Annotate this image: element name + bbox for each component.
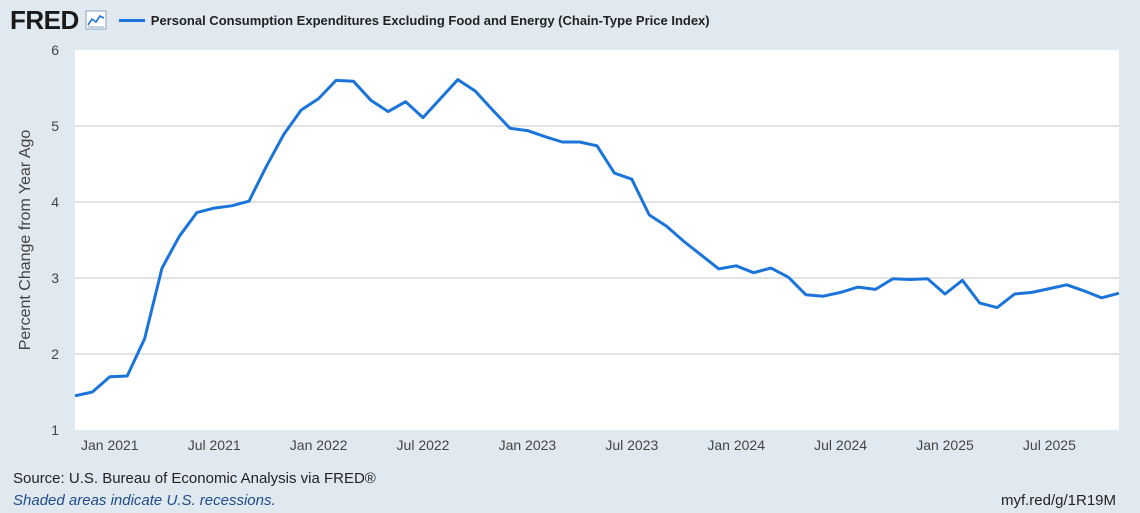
y-axis-ticks: 1 2 3 4 5 6	[51, 42, 59, 438]
data-point[interactable]	[123, 372, 131, 380]
chart-header: FRED Personal Consumption Expenditures E…	[10, 6, 710, 34]
x-tick-label: Jul 2023	[605, 437, 658, 453]
fred-logo[interactable]: FRED	[10, 5, 79, 35]
data-point[interactable]	[419, 114, 427, 122]
data-point[interactable]	[349, 77, 357, 85]
data-point[interactable]	[454, 76, 462, 84]
data-point[interactable]	[924, 275, 932, 283]
data-point[interactable]	[1028, 288, 1036, 296]
data-point[interactable]	[889, 275, 897, 283]
legend-label: Personal Consumption Expenditures Exclud…	[150, 12, 710, 28]
data-point[interactable]	[819, 292, 827, 300]
data-point[interactable]	[784, 273, 792, 281]
x-tick-label: Jul 2021	[188, 437, 241, 453]
y-tick-label: 2	[51, 346, 59, 362]
data-point[interactable]	[871, 285, 879, 293]
data-point[interactable]	[158, 264, 166, 272]
x-tick-label: Jan 2025	[916, 437, 974, 453]
data-point[interactable]	[697, 251, 705, 259]
data-point[interactable]	[88, 388, 96, 396]
data-point[interactable]	[1098, 294, 1106, 302]
data-point[interactable]	[1115, 289, 1123, 297]
x-tick-label: Jan 2022	[290, 437, 348, 453]
data-point[interactable]	[541, 133, 549, 141]
y-tick-label: 5	[51, 118, 59, 134]
data-point[interactable]	[837, 288, 845, 296]
data-point[interactable]	[1063, 281, 1071, 289]
data-point[interactable]	[854, 283, 862, 291]
short-link[interactable]: myf.red/g/1R19M	[1000, 492, 1116, 509]
y-tick-label: 6	[51, 42, 59, 58]
y-axis-title: Percent Change from Year Ago	[17, 130, 34, 351]
data-point[interactable]	[1045, 285, 1053, 293]
data-point[interactable]	[315, 95, 323, 103]
y-tick-label: 3	[51, 270, 59, 286]
data-point[interactable]	[280, 130, 288, 138]
data-point[interactable]	[402, 98, 410, 106]
graph-icon	[85, 10, 107, 30]
data-point[interactable]	[715, 265, 723, 273]
data-point[interactable]	[71, 392, 79, 400]
data-point[interactable]	[628, 175, 636, 183]
legend-swatch	[118, 18, 145, 22]
x-tick-label: Jul 2022	[397, 437, 450, 453]
data-point[interactable]	[193, 209, 201, 217]
y-tick-label: 4	[51, 194, 59, 210]
x-tick-label: Jan 2021	[81, 437, 139, 453]
data-point[interactable]	[1080, 287, 1088, 295]
data-point[interactable]	[576, 138, 584, 146]
data-point[interactable]	[523, 127, 531, 135]
data-point[interactable]	[332, 76, 340, 84]
data-point[interactable]	[558, 138, 566, 146]
x-tick-label: Jul 2024	[814, 437, 867, 453]
y-tick-label: 1	[51, 422, 59, 438]
data-point[interactable]	[906, 276, 914, 284]
data-point[interactable]	[506, 124, 514, 132]
data-point[interactable]	[141, 335, 149, 343]
plot-area	[75, 50, 1119, 430]
data-point[interactable]	[941, 290, 949, 298]
data-point[interactable]	[436, 95, 444, 103]
data-point[interactable]	[610, 169, 618, 177]
recession-note: Shaded areas indicate U.S. recessions.	[13, 492, 276, 509]
data-point[interactable]	[993, 304, 1001, 312]
data-point[interactable]	[663, 222, 671, 230]
data-point[interactable]	[802, 291, 810, 299]
data-point[interactable]	[750, 269, 758, 277]
data-point[interactable]	[958, 276, 966, 284]
data-point[interactable]	[384, 108, 392, 116]
data-point[interactable]	[245, 197, 253, 205]
data-point[interactable]	[262, 162, 270, 170]
x-tick-label: Jan 2024	[707, 437, 765, 453]
x-axis-ticks: Jan 2021 Jul 2021 Jan 2022 Jul 2022 Jan 2023…	[81, 437, 1076, 453]
data-point[interactable]	[367, 96, 375, 104]
source-note: Source: U.S. Bureau of Economic Analysis…	[13, 470, 376, 487]
data-point[interactable]	[175, 232, 183, 240]
data-point[interactable]	[297, 106, 305, 114]
data-point[interactable]	[210, 204, 218, 212]
data-point[interactable]	[680, 238, 688, 246]
series-line[interactable]	[74, 78, 1120, 398]
data-point[interactable]	[976, 299, 984, 307]
data-point[interactable]	[1011, 290, 1019, 298]
data-point[interactable]	[228, 202, 236, 210]
data-point[interactable]	[645, 211, 653, 219]
data-point[interactable]	[732, 262, 740, 270]
data-point[interactable]	[489, 106, 497, 114]
data-point[interactable]	[106, 373, 114, 381]
data-point[interactable]	[471, 87, 479, 95]
data-point[interactable]	[593, 142, 601, 150]
x-tick-label: Jul 2025	[1023, 437, 1076, 453]
data-point[interactable]	[767, 264, 775, 272]
series-layer	[74, 78, 1120, 398]
x-tick-label: Jan 2023	[499, 437, 557, 453]
